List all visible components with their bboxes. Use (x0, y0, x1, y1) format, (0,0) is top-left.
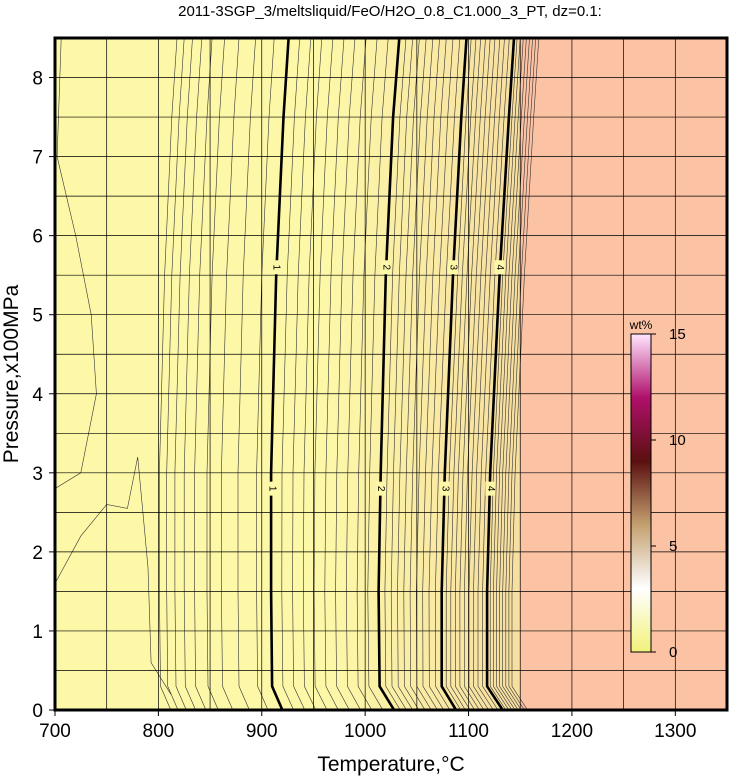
contour-label: 2 (380, 264, 391, 270)
chart-title: 2011-3SGP_3/meltsliquid/FeO/H2O_0.8_C1.0… (178, 3, 602, 20)
contour-label: 2 (375, 486, 386, 492)
colorbar-tick-label: 5 (669, 538, 677, 555)
y-tick-label: 3 (32, 464, 43, 485)
contour-label: 1 (271, 264, 282, 270)
y-tick-label: 6 (32, 227, 43, 248)
contour-label-bg (439, 481, 450, 496)
x-axis-ticks: 700 800 900 1000 1100 1200 1300 (39, 710, 696, 742)
colorbar: wt% 0 5 10 15 (629, 318, 686, 661)
x-axis-label: Temperature,°C (317, 753, 464, 776)
contour-labels: 1 1 2 2 3 3 4 4 (267, 260, 505, 496)
contour-label-bg (494, 260, 505, 275)
contour-label-bg (267, 481, 278, 496)
contour-label: 4 (485, 486, 496, 492)
y-axis-label: Pressure,x100MPa (0, 284, 23, 463)
colorbar-tick-label: 15 (669, 326, 686, 343)
contour-label: 1 (267, 486, 278, 492)
x-tick-label: 1200 (551, 721, 593, 742)
contour-label-bg (271, 260, 282, 275)
y-tick-label: 1 (32, 622, 43, 643)
colorbar-ramp (630, 333, 652, 653)
x-tick-label: 800 (143, 721, 175, 742)
plot-area: 1 1 2 2 3 3 4 4 (55, 38, 727, 710)
x-tick-label: 700 (39, 721, 71, 742)
colorbar-ticks: 0 5 10 15 (651, 326, 686, 661)
contour-label-bg (380, 260, 391, 275)
contour-label-bg (485, 481, 496, 496)
y-tick-label: 4 (32, 385, 43, 406)
colorbar-tick-label: 0 (669, 644, 677, 661)
contour-label: 4 (494, 264, 505, 270)
grid-lines (55, 38, 727, 710)
y-tick-label: 7 (32, 148, 43, 169)
contour-label-bg (375, 481, 386, 496)
x-tick-label: 1300 (654, 721, 696, 742)
colorbar-label: wt% (629, 318, 653, 332)
x-tick-label: 1000 (344, 721, 386, 742)
contour-label: 3 (448, 264, 459, 270)
y-tick-label: 2 (32, 543, 43, 564)
contour-label: 3 (439, 486, 450, 492)
y-tick-label: 0 (32, 701, 43, 722)
colorbar-tick-label: 10 (669, 432, 686, 449)
x-tick-label: 900 (246, 721, 278, 742)
y-tick-label: 5 (32, 306, 43, 327)
x-tick-label: 1100 (448, 721, 489, 742)
y-tick-label: 8 (32, 69, 43, 90)
y-axis-ticks: 0 1 2 3 4 5 6 7 8 (32, 69, 55, 722)
contour-label-bg (448, 260, 459, 275)
plot-frame (53, 36, 729, 712)
